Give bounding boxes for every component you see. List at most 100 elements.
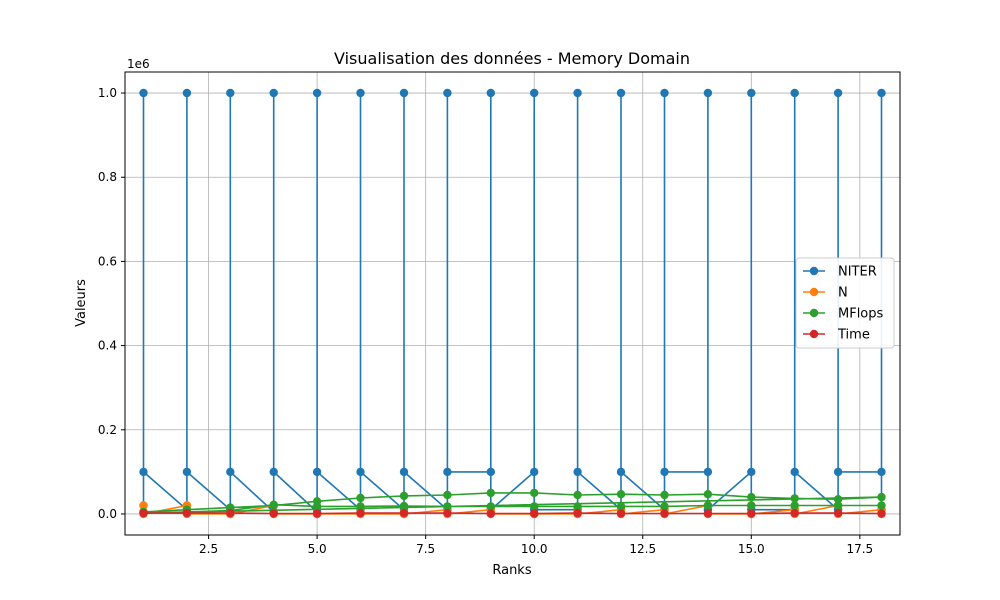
data-point-mflops [703,490,713,499]
data-point-time [573,508,582,518]
series-layer [139,88,886,519]
data-point-niter [356,467,365,477]
data-point-time [877,509,886,518]
data-point-niter [312,467,322,477]
legend-label-time: Time [837,328,870,343]
y-tick-label: 0.4 [98,339,117,353]
data-point-niter [269,467,278,477]
series-line-niter [142,92,883,513]
data-point-niter [573,467,582,477]
data-point-time [660,509,669,518]
data-point-mflops [703,501,713,510]
data-point-niter [182,467,192,477]
data-point-mflops [443,502,452,511]
data-point-mflops [312,502,322,511]
data-point-niter [486,467,495,477]
data-point-niter [573,88,582,98]
data-point-time [356,508,365,518]
data-point-mflops [833,501,843,510]
x-tick-label: 12.5 [629,542,656,556]
grid [125,72,900,535]
data-point-niter [356,88,365,98]
data-point-mflops [660,502,669,511]
data-point-niter [269,88,278,98]
series-niter [139,88,886,517]
x-tick-label: 15.0 [738,542,765,556]
data-point-time [790,508,799,518]
data-point-niter [226,88,235,98]
legend-item-n: N [803,286,848,301]
legend-item-time: Time [803,328,870,343]
y-tick-label: 0.0 [98,507,117,521]
data-point-time [443,508,452,518]
data-point-time [747,509,756,518]
data-point-niter [616,88,626,98]
data-point-niter [399,88,409,98]
legend-box [795,257,895,349]
x-axis-label: Ranks [492,563,531,578]
data-point-mflops [877,492,886,502]
legend-item-niter: NITER [803,265,877,280]
y-tick-label: 0.8 [98,170,117,184]
series-time [139,508,886,518]
y-tick-label: 0.2 [98,423,117,437]
legend-label-niter: NITER [838,265,877,280]
plot-frame [124,71,901,536]
data-point-mflops [486,502,495,511]
legend-label-n: N [838,286,848,301]
legend-marker-mflops [809,308,819,318]
chart-title: Visualisation des données - Memory Domai… [334,49,690,68]
data-point-mflops [573,490,582,500]
legend-marker-time [809,329,819,339]
data-point-time [399,508,409,518]
data-point-mflops [356,502,365,511]
data-point-niter [139,467,148,477]
legend: NITER N MFlops Time [795,257,895,349]
legend-item-mflops: MFlops [803,307,884,322]
data-point-niter [833,467,843,477]
data-point-mflops [877,501,886,510]
data-point-n [139,501,148,510]
data-point-mflops [573,502,582,511]
data-point-niter [443,88,452,98]
data-point-time [703,509,713,518]
data-point-mflops [660,490,669,500]
data-point-niter [877,88,886,98]
data-point-mflops [616,502,626,511]
data-point-niter [703,88,713,98]
x-tick-label: 7.5 [416,542,435,556]
data-point-time [269,509,278,518]
data-point-mflops [790,494,799,503]
data-point-time [312,509,322,518]
data-point-time [616,509,626,518]
data-point-mflops [833,495,843,504]
data-point-niter [877,467,886,477]
data-point-time [486,509,495,518]
data-point-mflops [530,488,539,498]
data-point-niter [530,467,539,477]
series-line-mflops [142,492,883,514]
x-tick-label: 5.0 [308,542,327,556]
data-point-niter [790,88,799,98]
data-point-niter [616,467,626,477]
x-tick-label: 17.5 [846,542,873,556]
data-point-niter [226,467,235,477]
x-axis: 2.5 5.0 7.5 10.0 12.5 15.0 17.5 [199,535,873,556]
legend-marker-niter [809,266,819,276]
data-point-niter [486,88,495,98]
data-point-niter [703,467,713,477]
legend-label-mflops: MFlops [838,307,884,322]
data-point-mflops [443,490,452,500]
data-point-time [182,508,192,518]
data-point-niter [790,467,799,477]
x-tick-label: 2.5 [199,542,218,556]
data-point-niter [747,88,756,98]
y-axis-label: Valeurs [74,279,89,327]
data-point-niter [747,467,756,477]
data-point-time [226,508,235,518]
data-point-niter [660,467,669,477]
y-offset-label: 1e6 [127,57,150,71]
data-point-mflops [616,490,626,499]
data-point-mflops [399,491,409,501]
